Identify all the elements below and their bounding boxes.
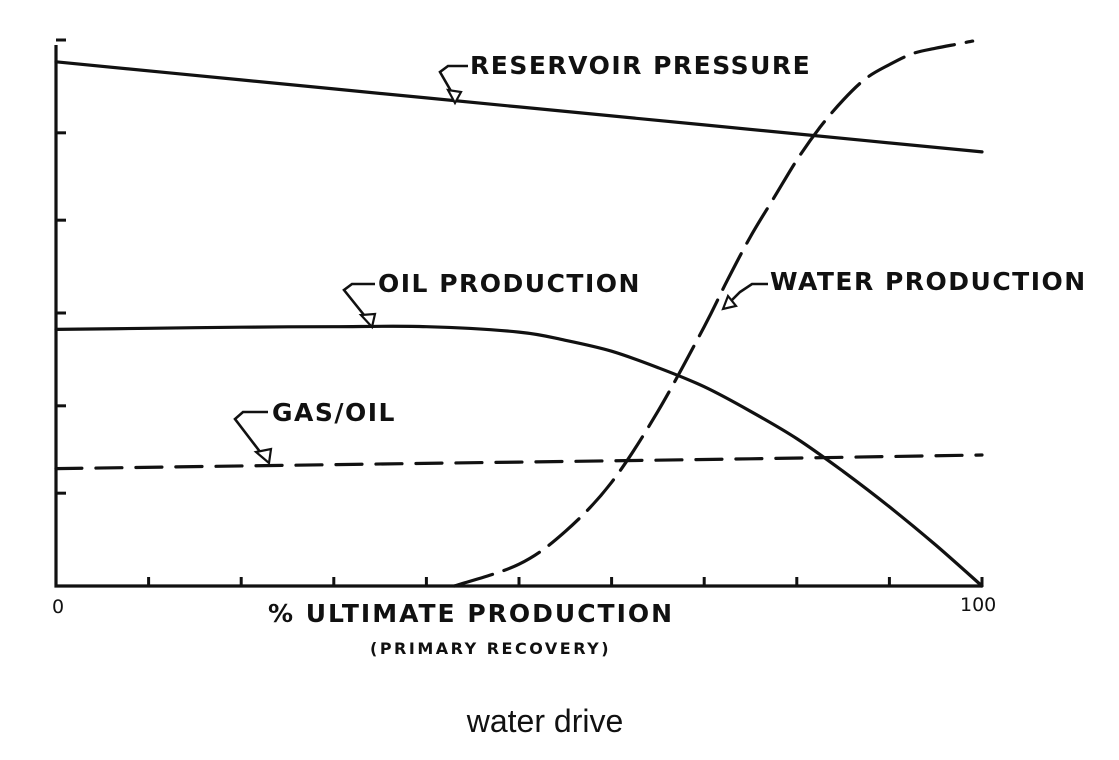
x-axis-title: % ULTIMATE PRODUCTION bbox=[268, 599, 674, 628]
label-water-production: WATER PRODUCTION bbox=[770, 267, 1087, 296]
annotation-leaders bbox=[233, 64, 768, 466]
x-axis-subtitle: (PRIMARY RECOVERY) bbox=[370, 639, 611, 658]
series-layer bbox=[54, 39, 984, 588]
oil-production-arrow bbox=[358, 312, 377, 330]
reservoir-pressure-leader bbox=[438, 64, 468, 99]
series-line-reservoir-pressure bbox=[54, 60, 984, 154]
series-line-oil-production bbox=[54, 324, 984, 588]
water-production-arrow bbox=[721, 293, 738, 311]
series-line-water-production bbox=[452, 39, 975, 588]
y-ticks bbox=[56, 38, 66, 495]
figure-caption: water drive bbox=[466, 703, 624, 739]
series-line-gas-oil bbox=[54, 453, 984, 471]
label-reservoir-pressure: RESERVOIR PRESSURE bbox=[470, 51, 811, 80]
water-production-leader bbox=[727, 282, 768, 305]
oil-production-leader bbox=[342, 282, 375, 321]
label-gas-oil: GAS/OIL bbox=[272, 398, 396, 427]
x-ticks bbox=[147, 577, 984, 586]
label-oil-production: OIL PRODUCTION bbox=[378, 269, 641, 298]
gas-oil-leader bbox=[233, 410, 268, 458]
x-tick-label-100: 100 bbox=[960, 594, 996, 616]
reservoir-pressure-arrow bbox=[445, 88, 463, 106]
axes bbox=[54, 45, 982, 588]
x-tick-label-0: 0 bbox=[52, 596, 64, 618]
gas-oil-arrow bbox=[253, 447, 273, 466]
